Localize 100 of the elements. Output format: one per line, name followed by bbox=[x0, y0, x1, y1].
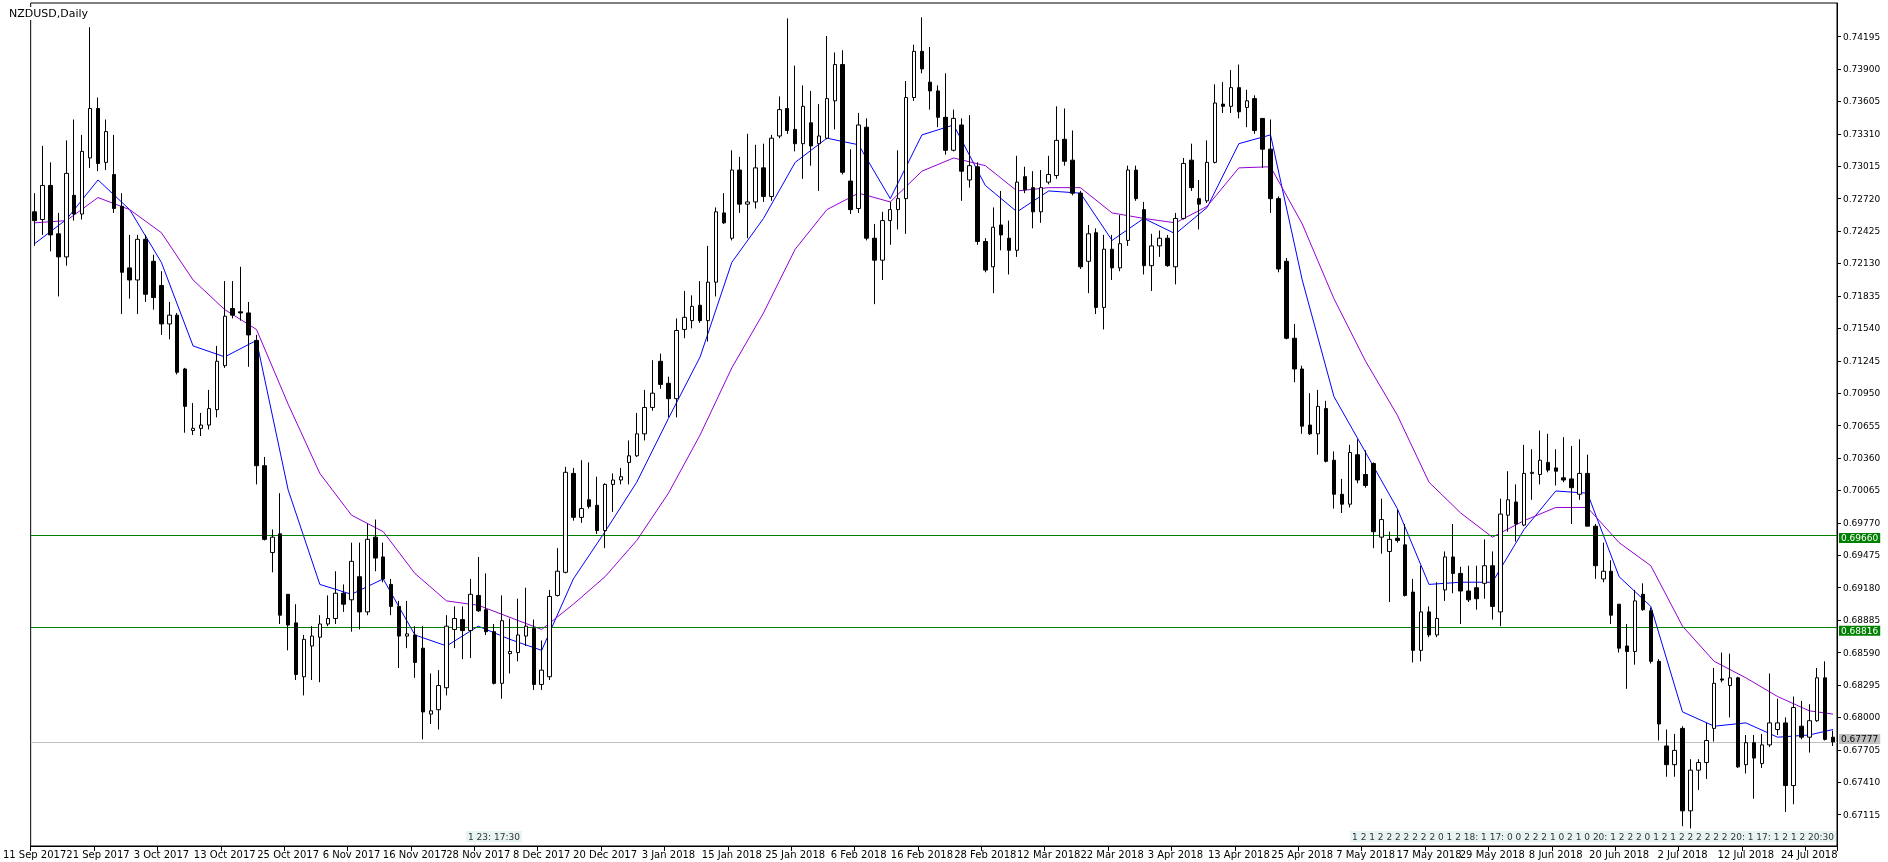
candlestick bbox=[1142, 201, 1146, 275]
candlestick bbox=[286, 593, 290, 651]
candlestick bbox=[959, 117, 964, 202]
y-tick-label: 0.68295 bbox=[1843, 679, 1881, 690]
x-tick-label: 8 Dec 2017 bbox=[512, 848, 571, 860]
candlestick bbox=[143, 234, 148, 303]
y-tick-label: 0.72720 bbox=[1843, 193, 1881, 204]
candlestick bbox=[1593, 523, 1598, 580]
x-tick-label: 3 Apr 2018 bbox=[1147, 848, 1204, 860]
candlestick bbox=[1221, 81, 1225, 114]
candlestick bbox=[991, 206, 995, 294]
candlestick bbox=[1752, 734, 1756, 800]
candlestick bbox=[1300, 365, 1304, 435]
candlestick bbox=[1054, 105, 1059, 180]
candlestick bbox=[833, 51, 837, 130]
y-tick-label: 0.68885 bbox=[1843, 615, 1881, 626]
candlestick bbox=[1435, 581, 1439, 638]
x-tick-label: 7 May 2018 bbox=[1336, 848, 1396, 860]
candlestick bbox=[1641, 582, 1645, 612]
candlestick bbox=[294, 603, 298, 681]
candlestick bbox=[761, 143, 766, 203]
candlestick bbox=[563, 466, 568, 574]
candlestick bbox=[642, 389, 647, 441]
candlestick bbox=[151, 254, 156, 311]
candlestick bbox=[1007, 220, 1011, 275]
candlestick bbox=[1197, 179, 1201, 230]
x-tick-label: 25 Apr 2018 bbox=[1271, 848, 1334, 860]
candlestick bbox=[785, 17, 789, 135]
candlestick bbox=[389, 578, 393, 616]
x-tick-label: 13 Apr 2018 bbox=[1207, 848, 1270, 860]
candlestick bbox=[666, 376, 671, 418]
candlestick bbox=[1728, 653, 1732, 718]
x-tick-label: 3 Jan 2018 bbox=[641, 848, 696, 860]
candlestick bbox=[468, 578, 473, 659]
candlestick bbox=[896, 149, 900, 230]
y-tick-label: 0.73900 bbox=[1843, 63, 1881, 74]
candlestick bbox=[1680, 725, 1685, 827]
ref-line-label: 0.69660 bbox=[1841, 532, 1879, 543]
candlestick bbox=[1284, 257, 1289, 340]
candlestick bbox=[928, 46, 932, 111]
candlestick bbox=[682, 290, 687, 339]
candlestick bbox=[999, 190, 1003, 251]
candlestick bbox=[1617, 603, 1621, 654]
candlestick bbox=[848, 148, 853, 215]
candlestick bbox=[40, 145, 45, 236]
candlestick bbox=[238, 266, 243, 322]
candlestick bbox=[1482, 538, 1487, 600]
candlestick bbox=[1791, 696, 1796, 805]
candlestick bbox=[421, 625, 425, 740]
candlestick bbox=[1157, 230, 1162, 258]
candlestick bbox=[690, 294, 694, 329]
candlestick bbox=[1783, 716, 1788, 813]
candlestick bbox=[1039, 169, 1043, 224]
candlestick bbox=[1149, 233, 1154, 292]
candlestick bbox=[571, 467, 576, 522]
candlestick bbox=[840, 49, 845, 175]
candlestick bbox=[302, 634, 306, 696]
candlestick bbox=[48, 161, 53, 252]
candlestick bbox=[207, 389, 211, 430]
annotation: 1 23: 17:30 bbox=[468, 831, 521, 842]
candlestick bbox=[674, 317, 679, 418]
candlestick bbox=[1807, 703, 1812, 754]
candlestick bbox=[1387, 531, 1392, 603]
candlestick bbox=[278, 492, 282, 625]
candlestick bbox=[880, 211, 885, 281]
candlestick bbox=[326, 594, 330, 627]
candlestick bbox=[246, 301, 251, 368]
candlestick bbox=[120, 192, 124, 315]
y-tick-label: 0.73605 bbox=[1843, 96, 1881, 107]
y-tick-label: 0.71835 bbox=[1843, 290, 1881, 301]
candlestick bbox=[1664, 729, 1669, 778]
annotation: 1 2 1 2 2 2 2 2 2 2 0 1 2 18: 1 17: 0 0 2 2 2 1 0 2 1 0 20: 1 2 2 2 0 1 2 1 2 2 2 2 2 2 20: 1 17: 1 2 1 2 20:30 bbox=[1352, 831, 1835, 842]
candlestick bbox=[56, 212, 61, 297]
candlestick bbox=[1443, 550, 1447, 602]
candlestick bbox=[1371, 461, 1376, 549]
candlestick bbox=[547, 589, 552, 681]
x-tick-label: 6 Feb 2018 bbox=[830, 848, 887, 860]
candlestick bbox=[1561, 436, 1566, 483]
candlestick bbox=[1546, 433, 1550, 473]
candlestick bbox=[341, 583, 346, 613]
candlestick bbox=[595, 476, 599, 535]
x-tick-label: 12 Jul 2018 bbox=[1717, 848, 1775, 860]
candlestick bbox=[1609, 559, 1613, 625]
candlestick bbox=[1181, 157, 1186, 221]
y-tick-label: 0.67410 bbox=[1843, 777, 1881, 788]
candlestick bbox=[1165, 234, 1170, 268]
candlestick bbox=[793, 65, 797, 152]
y-tick-label: 0.71540 bbox=[1843, 323, 1881, 334]
candlestick bbox=[1585, 454, 1590, 527]
candlestick bbox=[1799, 700, 1804, 740]
candlestick bbox=[1458, 566, 1463, 625]
candlestick bbox=[1522, 444, 1526, 527]
candlestick bbox=[698, 280, 702, 324]
candlestick bbox=[1094, 227, 1098, 315]
candlestick bbox=[1569, 445, 1574, 525]
candlestick bbox=[635, 412, 639, 458]
candlestick bbox=[967, 114, 972, 189]
candlestick bbox=[1490, 550, 1495, 621]
candlestick bbox=[310, 625, 314, 681]
ref-line-label: 0.68816 bbox=[1841, 625, 1879, 636]
